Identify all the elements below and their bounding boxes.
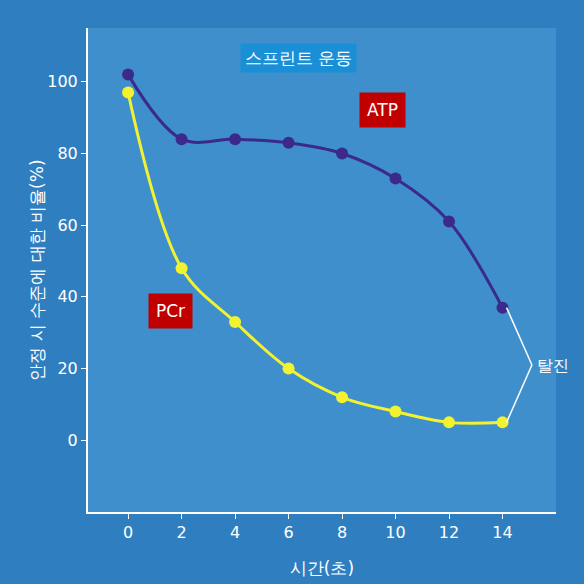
svg-text:탈진: 탈진 [537,356,569,375]
svg-text:40: 40 [57,287,77,306]
svg-text:안정 시 수준에 대한 비율(%): 안정 시 수준에 대한 비율(%) [27,159,47,380]
svg-text:PCr: PCr [156,301,185,321]
svg-text:ATP: ATP [367,100,398,120]
svg-text:10: 10 [385,523,405,542]
svg-text:2: 2 [177,523,187,542]
svg-text:8: 8 [337,523,347,542]
svg-text:4: 4 [230,523,240,542]
svg-text:14: 14 [492,523,512,542]
svg-text:60: 60 [57,216,77,235]
svg-text:0: 0 [68,431,78,450]
svg-text:100: 100 [47,72,78,91]
svg-text:80: 80 [57,144,77,163]
svg-text:0: 0 [123,523,133,542]
svg-text:6: 6 [283,523,293,542]
svg-text:20: 20 [57,359,77,378]
svg-text:스프린트 운동: 스프린트 운동 [245,48,352,68]
svg-text:시간(초): 시간(초) [290,558,354,578]
svg-text:12: 12 [439,523,459,542]
